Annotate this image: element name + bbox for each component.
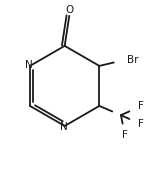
- Text: O: O: [65, 6, 74, 15]
- Text: F: F: [122, 130, 128, 140]
- Text: Br: Br: [127, 55, 139, 65]
- Text: F: F: [138, 101, 144, 111]
- Text: N: N: [25, 60, 33, 70]
- Text: F: F: [138, 119, 144, 129]
- Text: N: N: [60, 122, 68, 132]
